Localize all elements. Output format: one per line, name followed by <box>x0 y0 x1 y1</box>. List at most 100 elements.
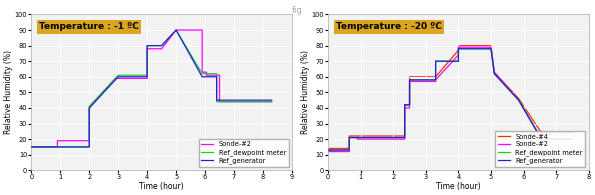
Ref_dewpoint meter <box>199 73 206 75</box>
Ref_dewpoint meter <box>230 101 237 103</box>
Ref_dewpoint meter <box>173 29 180 31</box>
Ref_dewpoint meter <box>455 60 462 62</box>
Ref_generator <box>143 44 151 47</box>
Ref_generator <box>57 146 64 148</box>
Sonde-#2 <box>203 71 210 73</box>
Sonde-#4 <box>346 147 353 150</box>
Ref_generator <box>455 60 462 62</box>
Y-axis label: Relative Humidity (%): Relative Humidity (%) <box>301 50 310 134</box>
Sonde-#2 <box>538 138 545 140</box>
Ref_dewpoint meter <box>487 48 494 50</box>
Sonde-#2 <box>173 29 180 31</box>
Ref_dewpoint meter <box>115 74 122 76</box>
Ref_generator <box>173 29 180 31</box>
Sonde-#2 <box>406 80 413 83</box>
Text: fig: fig <box>292 6 303 15</box>
Sonde-#4 <box>515 98 522 100</box>
Ref_dewpoint meter <box>230 101 237 103</box>
Ref_dewpoint meter <box>432 60 439 62</box>
Ref_generator <box>487 48 494 50</box>
X-axis label: Time (hour): Time (hour) <box>436 182 481 191</box>
Sonde-#2 <box>57 139 64 142</box>
Sonde-#2 <box>199 71 206 73</box>
Sonde-#2 <box>158 48 165 50</box>
Ref_dewpoint meter <box>213 73 220 75</box>
Ref_generator <box>158 44 165 47</box>
Line: Ref_generator: Ref_generator <box>328 49 572 150</box>
Ref_generator <box>491 73 498 75</box>
Ref_generator <box>401 104 408 106</box>
Ref_generator <box>346 136 353 139</box>
Ref_generator <box>199 76 206 78</box>
Sonde-#2 <box>569 138 576 140</box>
Ref_dewpoint meter <box>401 104 408 106</box>
Sonde-#2 <box>401 138 408 140</box>
Ref_dewpoint meter <box>406 79 413 81</box>
X-axis label: Time (hour): Time (hour) <box>139 182 184 191</box>
Line: Ref_dewpoint meter: Ref_dewpoint meter <box>32 30 272 147</box>
Sonde-#4 <box>487 44 494 47</box>
Ref_generator <box>28 146 35 148</box>
Ref_dewpoint meter <box>199 73 206 75</box>
Ref_generator <box>86 107 93 109</box>
Sonde-#4 <box>515 98 522 100</box>
Ref_dewpoint meter <box>28 146 35 148</box>
Sonde-#2 <box>216 74 223 76</box>
Sonde-#4 <box>491 71 498 73</box>
Ref_generator <box>515 99 522 101</box>
Sonde-#4 <box>455 44 462 47</box>
Ref_generator <box>268 99 275 101</box>
Ref_generator <box>491 73 498 75</box>
Line: Sonde-#4: Sonde-#4 <box>328 46 572 148</box>
Ref_generator <box>213 76 220 78</box>
Ref_generator <box>346 149 353 151</box>
Sonde-#2 <box>406 107 413 109</box>
Sonde-#2 <box>203 74 210 76</box>
Sonde-#2 <box>54 139 61 142</box>
Sonde-#2 <box>346 150 353 153</box>
Ref_dewpoint meter <box>491 73 498 75</box>
Sonde-#4 <box>406 76 413 78</box>
Sonde-#2 <box>324 150 331 153</box>
Sonde-#2 <box>86 139 93 142</box>
Sonde-#2 <box>112 77 119 80</box>
Ref_generator <box>432 60 439 62</box>
Sonde-#2 <box>86 107 93 109</box>
Ref_dewpoint meter <box>569 138 576 140</box>
Ref_dewpoint meter <box>143 44 151 47</box>
Ref_dewpoint meter <box>515 99 522 101</box>
Sonde-#2 <box>54 146 61 148</box>
Sonde-#2 <box>233 101 240 103</box>
Sonde-#2 <box>143 48 151 50</box>
Ref_dewpoint meter <box>213 101 220 103</box>
Ref_dewpoint meter <box>455 48 462 50</box>
Ref_dewpoint meter <box>406 104 413 106</box>
Sonde-#2 <box>491 71 498 73</box>
Ref_dewpoint meter <box>354 136 361 139</box>
Ref_generator <box>354 136 361 139</box>
Sonde-#4 <box>487 44 494 47</box>
Sonde-#2 <box>515 99 522 101</box>
Ref_dewpoint meter <box>86 146 93 148</box>
Ref_generator <box>213 99 220 101</box>
Ref_generator <box>115 76 122 78</box>
Ref_generator <box>455 48 462 50</box>
Sonde-#2 <box>233 101 240 103</box>
Sonde-#2 <box>158 48 165 50</box>
Ref_generator <box>432 79 439 81</box>
Ref_generator <box>406 104 413 106</box>
Sonde-#4 <box>406 104 413 106</box>
Ref_generator <box>538 138 545 140</box>
Sonde-#2 <box>57 139 64 142</box>
Ref_dewpoint meter <box>401 136 408 139</box>
Ref_dewpoint meter <box>143 74 151 76</box>
Sonde-#2 <box>538 138 545 140</box>
Ref_dewpoint meter <box>57 146 64 148</box>
Ref_generator <box>401 136 408 139</box>
Sonde-#4 <box>455 49 462 51</box>
Ref_dewpoint meter <box>491 73 498 75</box>
Ref_generator <box>406 79 413 81</box>
Sonde-#2 <box>173 29 180 31</box>
Sonde-#2 <box>112 77 119 80</box>
Ref_generator <box>487 48 494 50</box>
